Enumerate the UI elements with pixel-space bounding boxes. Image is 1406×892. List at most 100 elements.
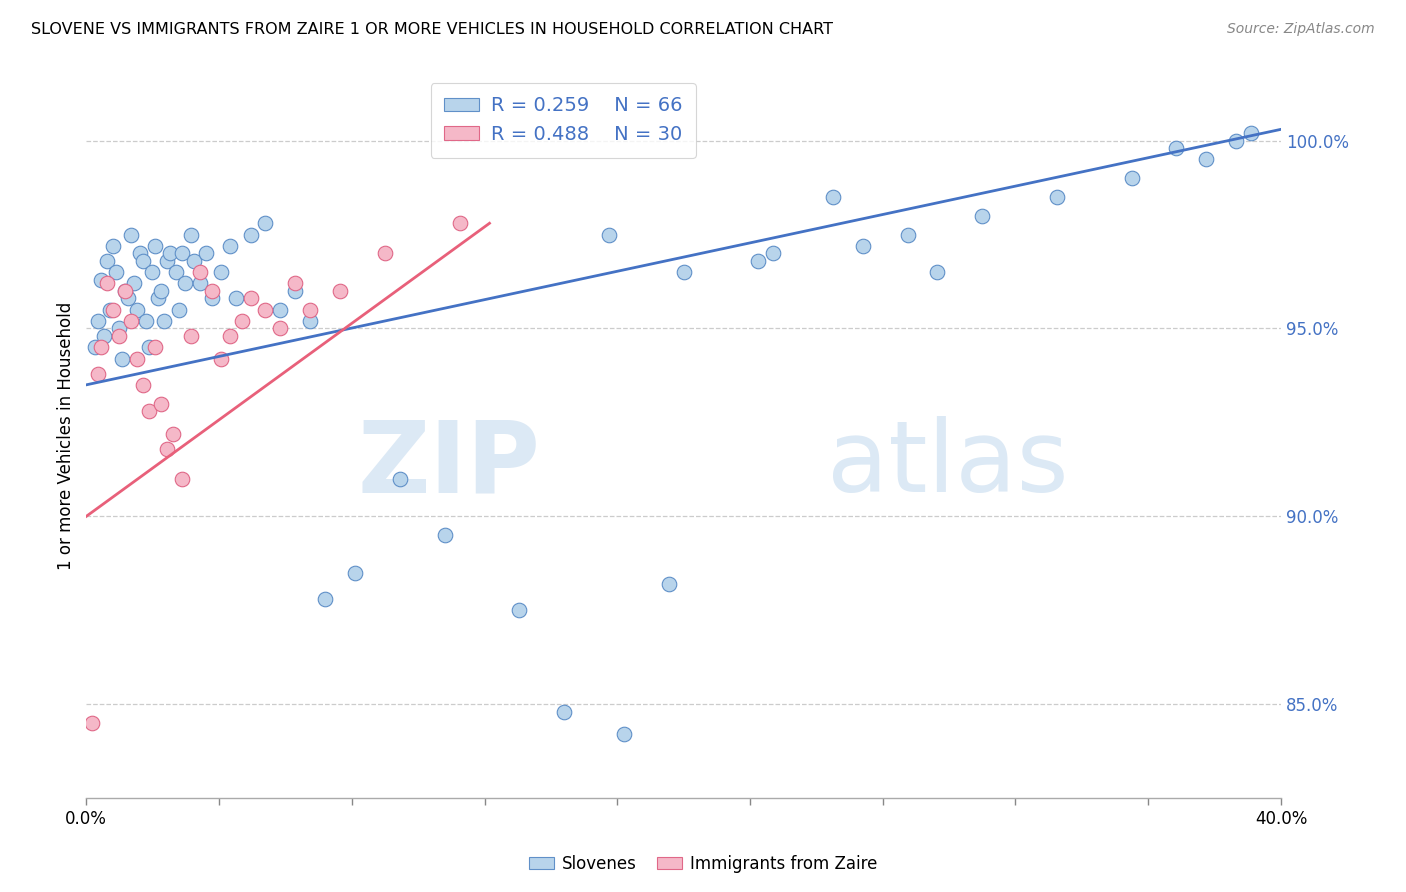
Point	[87, 314, 110, 328]
Y-axis label: 1 or more Vehicles in Household: 1 or more Vehicles in Household	[58, 301, 75, 570]
Point	[269, 302, 291, 317]
Point	[101, 239, 124, 253]
Point	[209, 351, 232, 366]
Text: Source: ZipAtlas.com: Source: ZipAtlas.com	[1227, 22, 1375, 37]
Point	[143, 340, 166, 354]
Point	[165, 265, 187, 279]
Point	[105, 265, 128, 279]
Point	[96, 253, 118, 268]
Point	[762, 246, 785, 260]
Point	[138, 340, 160, 354]
Point	[852, 239, 875, 253]
Point	[129, 246, 152, 260]
Point	[90, 340, 112, 354]
Point	[135, 314, 157, 328]
Point	[613, 727, 636, 741]
Point	[1121, 171, 1143, 186]
Point	[173, 277, 195, 291]
Point	[218, 329, 240, 343]
Point	[114, 284, 136, 298]
Point	[508, 603, 530, 617]
Point	[180, 227, 202, 242]
Point	[897, 227, 920, 242]
Point	[90, 272, 112, 286]
Point	[269, 321, 291, 335]
Text: ZIP: ZIP	[357, 416, 540, 513]
Point	[598, 227, 620, 242]
Point	[1046, 190, 1069, 204]
Point	[284, 277, 307, 291]
Point	[972, 209, 994, 223]
Point	[225, 292, 247, 306]
Point	[553, 705, 575, 719]
Text: atlas: atlas	[827, 416, 1069, 513]
Point	[188, 277, 211, 291]
Point	[1225, 134, 1247, 148]
Point	[388, 472, 411, 486]
Point	[117, 292, 139, 306]
Point	[120, 314, 142, 328]
Point	[1195, 153, 1218, 167]
Point	[143, 239, 166, 253]
Point	[162, 426, 184, 441]
Point	[153, 314, 176, 328]
Point	[170, 246, 193, 260]
Point	[156, 442, 179, 456]
Point	[188, 265, 211, 279]
Text: SLOVENE VS IMMIGRANTS FROM ZAIRE 1 OR MORE VEHICLES IN HOUSEHOLD CORRELATION CHA: SLOVENE VS IMMIGRANTS FROM ZAIRE 1 OR MO…	[31, 22, 832, 37]
Point	[159, 246, 181, 260]
Point	[96, 277, 118, 291]
Point	[149, 396, 172, 410]
Point	[821, 190, 844, 204]
Point	[138, 404, 160, 418]
Legend: Slovenes, Immigrants from Zaire: Slovenes, Immigrants from Zaire	[522, 848, 884, 880]
Point	[231, 314, 253, 328]
Point	[329, 284, 352, 298]
Point	[87, 367, 110, 381]
Point	[93, 329, 115, 343]
Point	[1166, 141, 1188, 155]
Point	[449, 216, 471, 230]
Point	[132, 377, 155, 392]
Point	[374, 246, 396, 260]
Point	[218, 239, 240, 253]
Point	[141, 265, 163, 279]
Point	[314, 592, 336, 607]
Point	[125, 351, 148, 366]
Point	[1240, 126, 1263, 140]
Point	[672, 265, 695, 279]
Point	[132, 253, 155, 268]
Point	[180, 329, 202, 343]
Point	[111, 351, 134, 366]
Point	[194, 246, 217, 260]
Point	[114, 284, 136, 298]
Point	[167, 302, 190, 317]
Point	[433, 528, 456, 542]
Point	[209, 265, 232, 279]
Point	[156, 253, 179, 268]
Point	[239, 292, 262, 306]
Point	[149, 284, 172, 298]
Point	[82, 716, 104, 731]
Point	[299, 314, 322, 328]
Point	[84, 340, 107, 354]
Point	[122, 277, 145, 291]
Point	[299, 302, 322, 317]
Point	[183, 253, 205, 268]
Point	[747, 253, 769, 268]
Point	[254, 302, 277, 317]
Point	[108, 329, 131, 343]
Point	[927, 265, 949, 279]
Point	[146, 292, 169, 306]
Point	[201, 292, 224, 306]
Point	[344, 566, 367, 580]
Point	[120, 227, 142, 242]
Point	[170, 472, 193, 486]
Point	[98, 302, 121, 317]
Point	[201, 284, 224, 298]
Point	[284, 284, 307, 298]
Point	[108, 321, 131, 335]
Point	[254, 216, 277, 230]
Point	[101, 302, 124, 317]
Legend: R = 0.259    N = 66, R = 0.488    N = 30: R = 0.259 N = 66, R = 0.488 N = 30	[430, 83, 696, 158]
